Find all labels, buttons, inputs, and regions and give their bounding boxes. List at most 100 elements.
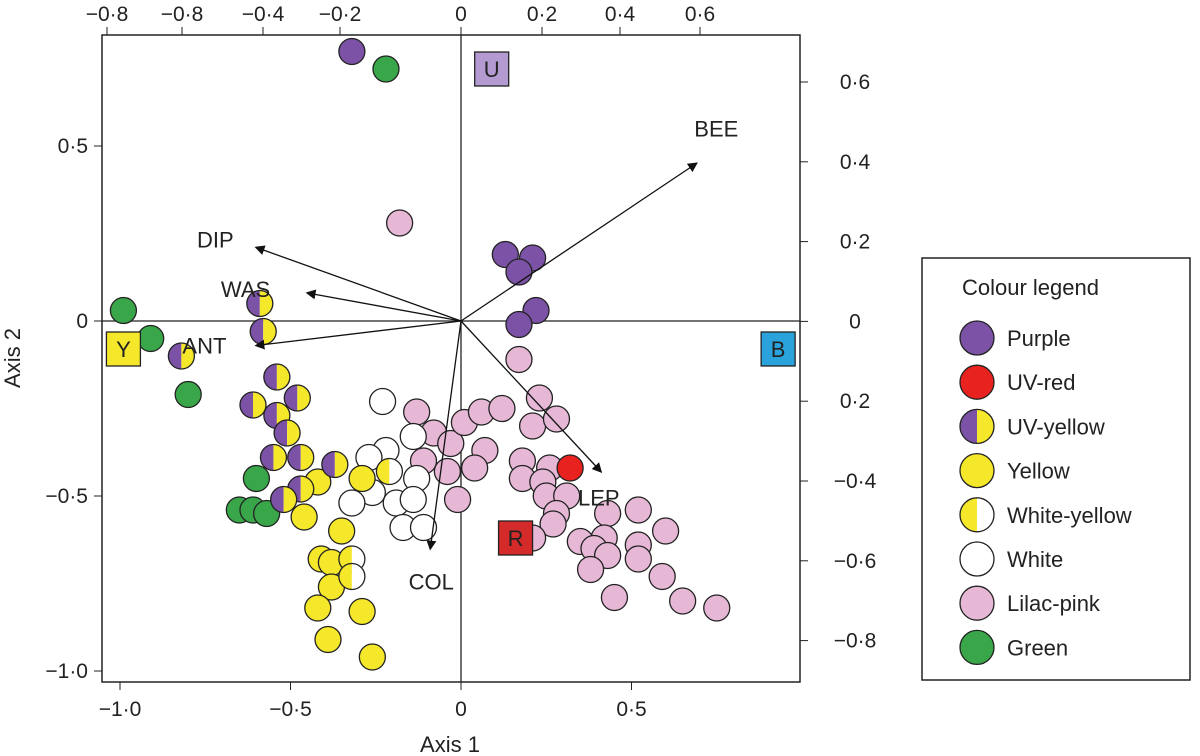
legend-swatch-white-yellow <box>959 497 995 533</box>
right-tick-label: 0·6 <box>840 71 870 94</box>
top-tick-label: −0·8 <box>161 3 204 26</box>
point-lilac-pink <box>525 384 554 412</box>
marker-label-y: Y <box>116 337 131 362</box>
legend-label-white-yellow: White-yellow <box>1007 503 1132 528</box>
legend-label-green: Green <box>1007 635 1068 660</box>
point-outline <box>273 419 301 447</box>
point-outline <box>239 391 267 419</box>
right-half <box>283 486 297 513</box>
point-uv-yellow <box>263 363 291 391</box>
right-half <box>259 290 273 317</box>
point-green <box>137 324 165 353</box>
point-uv-yellow <box>270 485 298 514</box>
left-half <box>263 364 277 390</box>
point-lilac-pink <box>651 517 680 545</box>
point-uv-yellow <box>287 443 315 472</box>
vector-arrow-ant <box>254 320 462 350</box>
vector-label-bee: BEE <box>694 117 738 142</box>
point-uv-yellow <box>321 450 349 479</box>
legend-label-uv-yellow: UV-yellow <box>1007 414 1105 439</box>
point-lilac-pink <box>443 485 472 514</box>
top-tick-label: −0·8 <box>86 3 129 26</box>
left-half <box>270 486 284 513</box>
point-uv-yellow <box>273 419 301 447</box>
top-tick-label: 0·2 <box>527 3 557 26</box>
left-half <box>376 458 390 485</box>
point-white-yellow <box>375 457 404 486</box>
point-uv-red <box>556 454 584 482</box>
right-half <box>297 385 311 411</box>
left-half <box>287 444 301 471</box>
right-tick-label: 0·2 <box>840 390 870 413</box>
point-lilac-pink <box>539 510 567 538</box>
vector-label-was: WAS <box>221 277 270 302</box>
vectors: BEE DIP WAS ANT COL LEP <box>182 117 738 595</box>
y-tick-label: −0·5 <box>45 485 88 508</box>
right-half <box>389 458 403 485</box>
right-half <box>977 497 994 532</box>
point-purple <box>338 37 366 66</box>
top-tick-label: 0 <box>455 3 467 26</box>
right-half <box>276 364 290 390</box>
left-half <box>250 318 264 345</box>
point-lilac-pink <box>624 545 652 573</box>
point-lilac-pink <box>505 345 533 374</box>
legend-label-white: White <box>1007 547 1063 572</box>
x-tick-label: 0 <box>455 698 467 721</box>
right-tick-label: −0·8 <box>834 630 877 653</box>
point-lilac-pink <box>488 394 516 423</box>
point-green <box>242 464 271 493</box>
x-axis-label: Axis 1 <box>420 732 480 756</box>
point-purple <box>505 258 533 286</box>
legend-swatch-green <box>959 629 995 666</box>
point-white-yellow <box>338 562 366 591</box>
point-uv-yellow <box>239 391 267 419</box>
y-tick-label: 0 <box>76 310 88 333</box>
legend-swatch-lilac-pink <box>959 585 995 621</box>
point-lilac-pink <box>437 429 465 458</box>
point-yellow <box>358 643 386 671</box>
point-white <box>399 485 427 514</box>
left-half <box>239 392 253 418</box>
right-tick-label: −0·6 <box>834 550 877 573</box>
point-uv-yellow <box>259 443 288 472</box>
left-half <box>246 290 260 317</box>
legend-label-uv-red: UV-red <box>1007 370 1075 395</box>
marker-square-y <box>105 331 142 367</box>
point-outline <box>338 562 366 591</box>
x-tick-label: 0·5 <box>616 698 646 721</box>
marker-square-b <box>760 331 796 367</box>
vector-arrow-lep <box>460 320 603 473</box>
point-purple <box>505 310 533 339</box>
point-outline <box>321 450 349 479</box>
point-yellow <box>314 625 342 654</box>
top-tick-label: −0·2 <box>319 3 362 26</box>
right-half <box>181 343 195 369</box>
y-tick-label: 0·5 <box>58 135 88 158</box>
point-uv-yellow <box>246 289 274 318</box>
legend-swatch-white <box>959 541 995 577</box>
legend-swatch-uv-red <box>959 364 995 400</box>
point-white <box>338 489 366 517</box>
point-lilac-pink <box>648 562 676 591</box>
marker-square-u <box>474 51 510 87</box>
left-half <box>960 409 977 444</box>
point-green <box>174 380 202 409</box>
point-yellow <box>290 503 318 531</box>
point-lilac-pink <box>385 209 414 237</box>
top-tick-label: −0·4 <box>242 3 285 26</box>
marker-label-r: R <box>508 526 524 551</box>
legend: Colour legend Purple UV-red UV-yellow Yello… <box>921 257 1191 681</box>
point-outline <box>270 485 298 514</box>
point-white <box>399 422 427 451</box>
y-tick-label: −1·0 <box>45 660 88 683</box>
top-tick-label: 0·4 <box>605 3 636 26</box>
right-half <box>273 444 287 471</box>
point-lilac-pink <box>600 583 629 612</box>
vector-arrow-bee <box>460 162 698 322</box>
axes: −1·0 −0·5 0 0·5 0·5 0 −0·5 −1·0 −0·8 −0·8 −0·4 −0·2… <box>45 3 876 721</box>
point-uv-yellow <box>249 317 277 346</box>
top-tick-label: 0·6 <box>685 3 715 26</box>
left-half <box>274 420 288 446</box>
